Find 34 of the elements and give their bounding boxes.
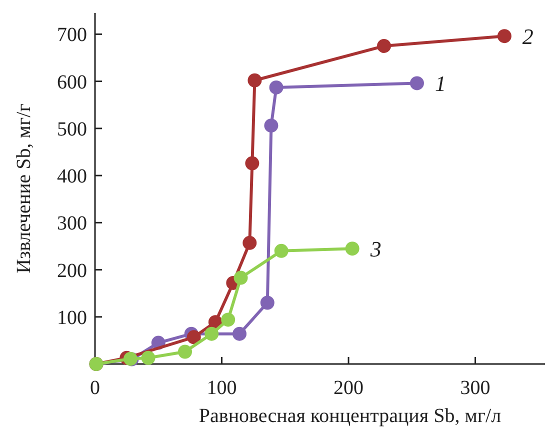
point [248, 73, 262, 88]
y-tick-label: 400 [57, 166, 87, 188]
y-tick-label: 100 [57, 306, 87, 329]
point [260, 296, 274, 310]
point [141, 350, 156, 365]
point [345, 242, 360, 256]
point [204, 326, 219, 341]
y-tick-label: 700 [57, 24, 87, 46]
y-tick-label: 300 [57, 212, 87, 235]
point [186, 330, 201, 344]
point [232, 326, 247, 341]
point [497, 29, 512, 44]
point [269, 80, 284, 94]
point [242, 236, 257, 250]
x-axis-title: Равновесная концентрация Sb, мг/л [198, 405, 502, 427]
y-tick-label: 500 [57, 118, 87, 140]
y-tick-label: 600 [57, 71, 87, 94]
point [234, 270, 248, 285]
series-label: 3 [369, 236, 382, 262]
x-tick-label: 200 [334, 377, 364, 399]
point [221, 312, 236, 327]
point [410, 76, 424, 90]
point [264, 118, 278, 133]
y-tick-label: 200 [57, 260, 87, 282]
y-axis-title: Извлечение Sb, мг/г [13, 104, 35, 274]
point [178, 344, 192, 359]
point [245, 156, 260, 170]
x-tick-label: 0 [90, 377, 100, 399]
x-tick-label: 300 [460, 377, 490, 399]
point [377, 38, 392, 53]
series-label: 2 [522, 24, 534, 50]
point [274, 244, 288, 258]
series-label: 1 [434, 71, 446, 96]
x-tick-label: 100 [206, 377, 237, 399]
